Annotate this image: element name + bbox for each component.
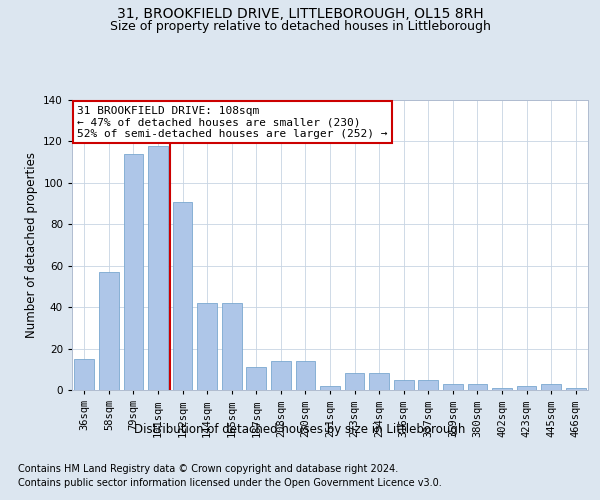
Bar <box>148 146 168 390</box>
Text: Contains HM Land Registry data © Crown copyright and database right 2024.: Contains HM Land Registry data © Crown c… <box>18 464 398 474</box>
Bar <box>173 202 193 390</box>
Text: Contains public sector information licensed under the Open Government Licence v3: Contains public sector information licen… <box>18 478 442 488</box>
Bar <box>124 154 143 390</box>
Bar <box>197 303 217 390</box>
Bar <box>517 386 536 390</box>
Bar <box>296 361 315 390</box>
Y-axis label: Number of detached properties: Number of detached properties <box>25 152 38 338</box>
Bar <box>345 374 364 390</box>
Bar <box>370 374 389 390</box>
Bar <box>492 388 512 390</box>
Bar <box>566 388 586 390</box>
Bar <box>467 384 487 390</box>
Bar <box>541 384 561 390</box>
Bar <box>222 303 242 390</box>
Text: Distribution of detached houses by size in Littleborough: Distribution of detached houses by size … <box>134 422 466 436</box>
Text: 31, BROOKFIELD DRIVE, LITTLEBOROUGH, OL15 8RH: 31, BROOKFIELD DRIVE, LITTLEBOROUGH, OL1… <box>116 8 484 22</box>
Text: 31 BROOKFIELD DRIVE: 108sqm
← 47% of detached houses are smaller (230)
52% of se: 31 BROOKFIELD DRIVE: 108sqm ← 47% of det… <box>77 106 388 139</box>
Text: Size of property relative to detached houses in Littleborough: Size of property relative to detached ho… <box>110 20 490 33</box>
Bar <box>247 367 266 390</box>
Bar <box>99 272 119 390</box>
Bar <box>443 384 463 390</box>
Bar <box>74 359 94 390</box>
Bar <box>320 386 340 390</box>
Bar <box>394 380 413 390</box>
Bar <box>418 380 438 390</box>
Bar <box>271 361 290 390</box>
